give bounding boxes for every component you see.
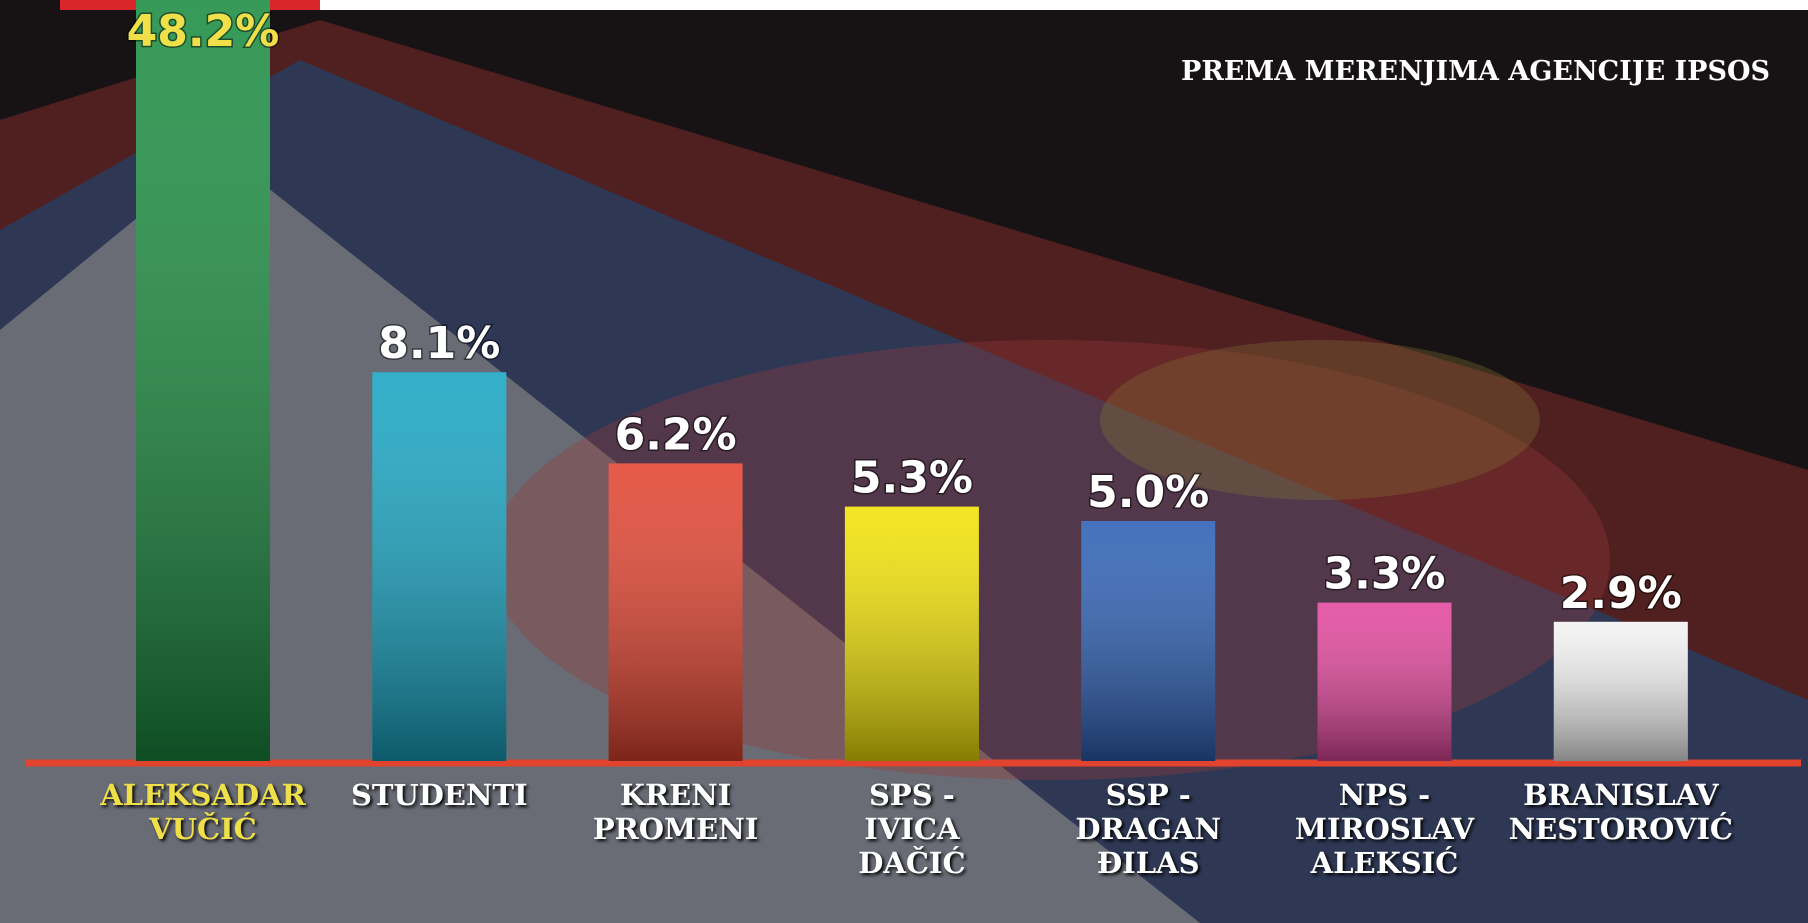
bar-shade [1317,602,1452,761]
category-label: KRENI PROMENI [592,778,759,846]
value-label: 6.2% [615,409,737,460]
subtitle: PREMA MERENJIMA AGENCIJE IPSOS [1181,56,1770,87]
category-label: SSP - DRAGAN ĐILAS [1075,778,1221,880]
category-label: NPS - MIROSLAV ALEKSIĆ [1294,778,1475,880]
value-label: 48.2% [127,6,280,57]
category-label: STUDENTI [350,778,528,812]
bar-shade [608,463,743,761]
value-label: 3.3% [1323,549,1445,600]
bar-shade [1081,521,1216,761]
bar-shade [1553,621,1688,761]
value-label: 5.3% [851,453,973,504]
category-label: BRANISLAV NESTOROVIĆ [1508,778,1733,846]
value-label: 2.9% [1560,568,1682,619]
value-label: 8.1% [378,318,500,369]
bar-shade [372,372,507,761]
category-label: ALEKSADAR VUČIĆ [100,778,306,846]
bar-shade [136,0,270,761]
category-label: SPS - IVICA DAČIĆ [858,778,966,880]
value-label: 5.0% [1087,467,1209,518]
bar-shade [844,506,979,761]
